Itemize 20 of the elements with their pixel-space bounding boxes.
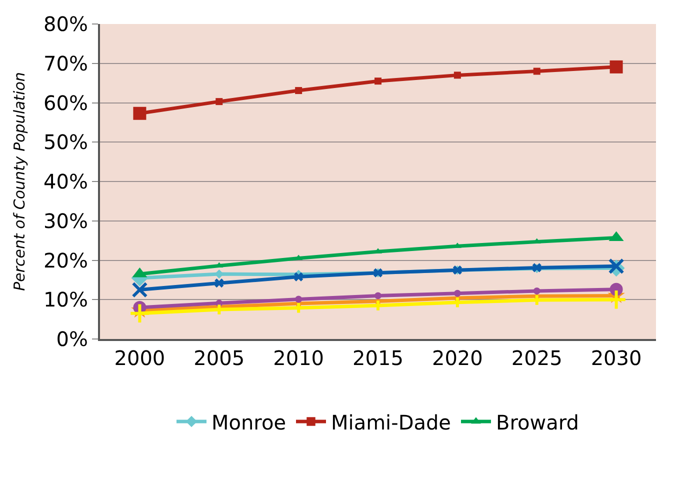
y-tick-label: 80% [44,12,88,36]
y-tick-label: 20% [44,248,88,272]
y-tick-label: 0% [56,327,88,351]
x-tick-label: 2020 [432,346,483,370]
y-tick-label: 60% [44,90,88,115]
x-tick-label: 2000 [114,346,166,370]
x-tick-label: 2010 [273,346,324,370]
y-tick-label: 30% [44,208,88,233]
legend-label: Monroe [212,410,286,434]
x-tick-label: 2015 [352,346,404,370]
legend-label: Miami-Dade [331,410,451,434]
x-tick-label: 2005 [194,346,245,370]
x-tick-label: 2025 [511,346,562,370]
y-tick-label: 50% [44,130,88,154]
y-tick-label: 10% [44,288,88,312]
y-tick-label: 40% [44,170,88,194]
legend-label: Broward [496,410,579,434]
y-axis-title: Percent of County Population [10,72,28,291]
x-tick-label: 2030 [590,346,642,370]
y-tick-label: 70% [44,51,88,76]
